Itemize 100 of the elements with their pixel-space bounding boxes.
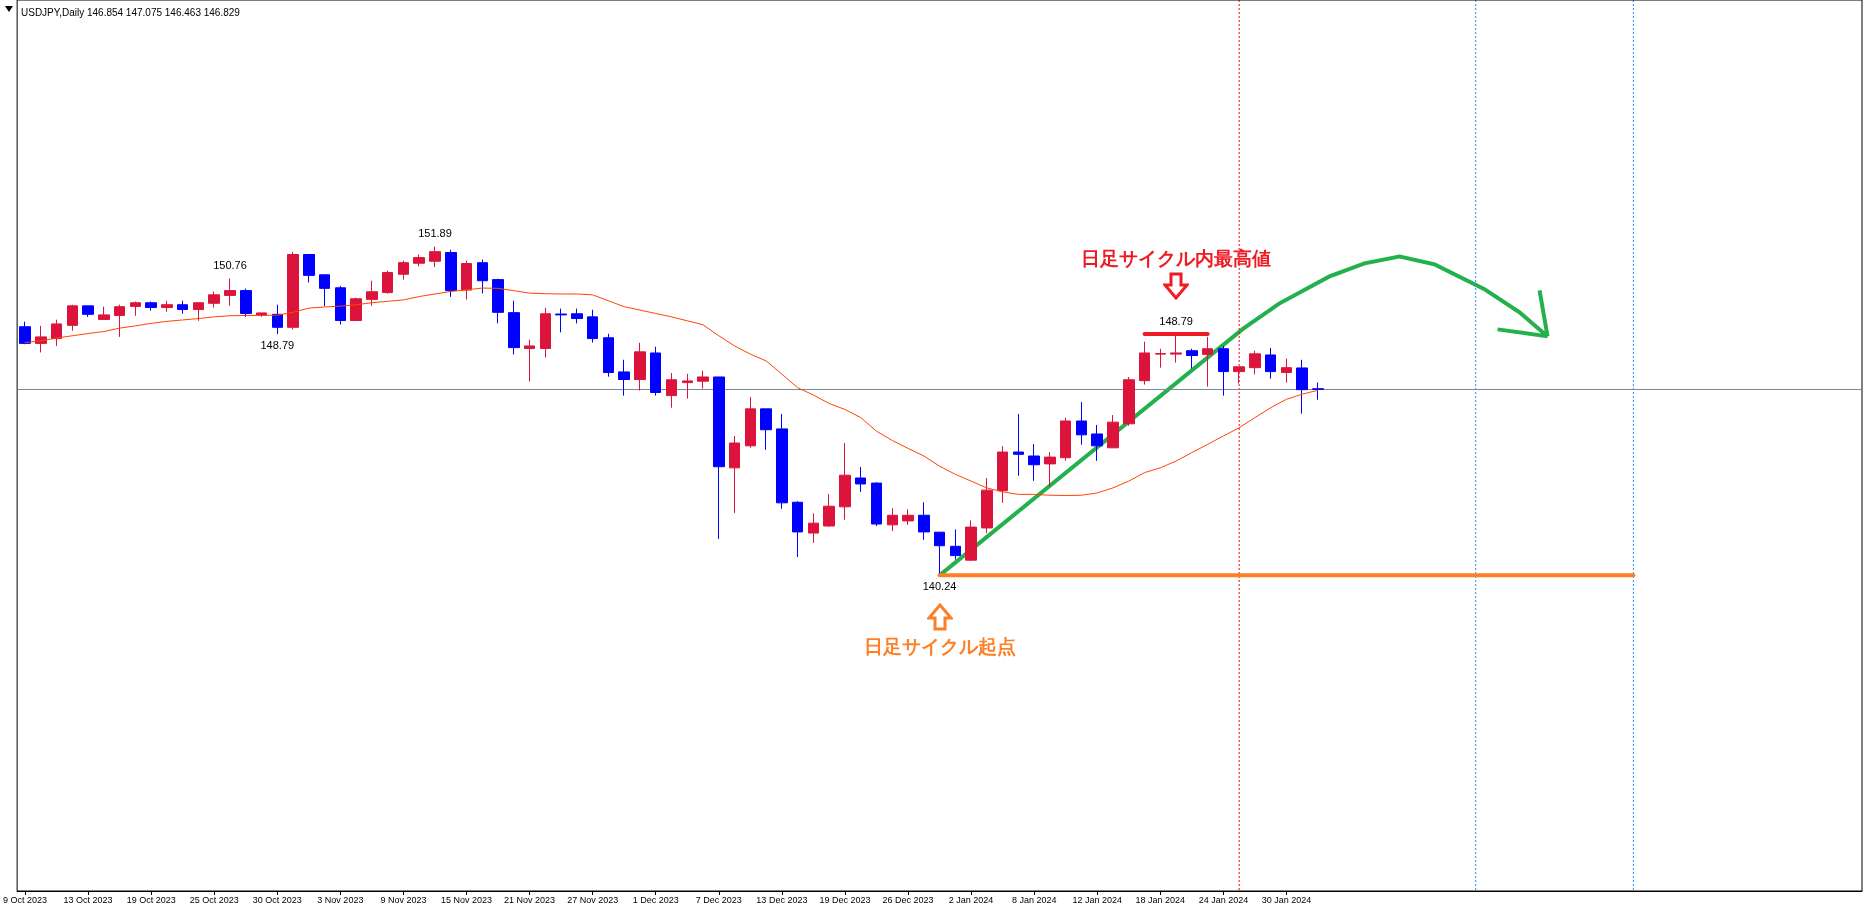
candlestick xyxy=(82,305,94,318)
candlestick xyxy=(1013,413,1024,477)
candlestick xyxy=(177,300,188,315)
candlestick xyxy=(67,304,78,332)
candlestick xyxy=(145,301,157,312)
candlestick xyxy=(981,477,993,534)
candlestick xyxy=(161,300,173,313)
candlestick xyxy=(1076,401,1087,446)
x-tick-label: 27 Nov 2023 xyxy=(567,894,619,905)
candlestick xyxy=(1123,376,1135,427)
candlestick xyxy=(650,346,661,397)
x-tick-label: 9 Oct 2023 xyxy=(3,894,48,905)
candlestick xyxy=(1170,333,1182,364)
candlestick xyxy=(603,333,614,378)
candlestick xyxy=(114,304,125,338)
candlestick xyxy=(1296,359,1308,415)
candlestick xyxy=(1249,350,1261,375)
candlestick xyxy=(477,259,488,294)
x-tick-label: 13 Oct 2023 xyxy=(63,894,113,905)
candlestick xyxy=(871,481,882,527)
candlestick xyxy=(524,339,535,382)
candlestick xyxy=(965,519,977,562)
candlestick xyxy=(1091,424,1103,462)
candlestick xyxy=(776,413,788,510)
x-tick-label: 9 Nov 2023 xyxy=(380,894,427,905)
candlestick xyxy=(366,280,378,307)
candlestick xyxy=(697,370,709,390)
candlestick xyxy=(808,512,819,544)
x-tick-label: 12 Jan 2024 xyxy=(1072,894,1123,905)
x-tick-label: 15 Nov 2023 xyxy=(441,894,493,905)
annotation: 150.76 xyxy=(213,258,247,271)
candlestick xyxy=(729,435,740,514)
chart-title: USDJPY,Daily 146.854 147.075 146.463 146.829 xyxy=(21,6,241,18)
candlestick xyxy=(855,466,866,493)
x-tick-label: 19 Dec 2023 xyxy=(819,894,871,905)
x-tick-label: 26 Dec 2023 xyxy=(882,894,934,905)
candlestick xyxy=(287,251,299,331)
x-tick-label: 8 Jan 2024 xyxy=(1011,894,1057,905)
candlestick xyxy=(1265,347,1276,380)
candlestick xyxy=(839,442,851,521)
x-tick-label: 30 Oct 2023 xyxy=(252,894,302,905)
x-tick-label: 24 Jan 2024 xyxy=(1198,894,1249,905)
candlestick xyxy=(997,445,1008,504)
candlestick xyxy=(1139,341,1150,386)
candlestick xyxy=(934,531,945,576)
candlestick xyxy=(950,528,961,561)
candlestick xyxy=(240,288,252,318)
candlestick xyxy=(492,278,504,324)
x-tick-label: 19 Oct 2023 xyxy=(126,894,176,905)
candlestick xyxy=(1155,348,1166,369)
candlestick xyxy=(1028,443,1040,482)
candlestick xyxy=(902,508,914,526)
x-tick-label: 7 Dec 2023 xyxy=(695,894,742,905)
candlestick xyxy=(1044,451,1056,488)
candlestick xyxy=(1202,336,1213,388)
candlestick xyxy=(319,274,330,307)
candlestick xyxy=(19,321,31,345)
candlestick xyxy=(98,306,110,321)
candlestick xyxy=(1281,358,1292,384)
candlestick xyxy=(618,359,630,397)
candlestick xyxy=(587,309,598,344)
candlestick xyxy=(429,246,441,268)
candlestick xyxy=(555,308,567,333)
candlestick xyxy=(1186,348,1198,369)
x-tick-label: 21 Nov 2023 xyxy=(504,894,556,905)
candlestick xyxy=(682,373,693,400)
annotation: 151.89 xyxy=(418,227,452,240)
candlestick xyxy=(382,270,393,295)
candlestick xyxy=(398,260,409,281)
x-tick-label: 13 Dec 2023 xyxy=(756,894,808,905)
candlestick xyxy=(1060,417,1071,462)
candlestick xyxy=(303,253,315,283)
annotation: 140.24 xyxy=(922,579,957,592)
candlestick xyxy=(413,253,425,267)
candlestick xyxy=(745,396,756,449)
candlestick xyxy=(51,319,62,347)
candlestick xyxy=(335,285,346,325)
candlestick xyxy=(193,302,204,322)
candlestick xyxy=(350,297,362,322)
candlestick xyxy=(887,507,898,532)
x-tick-label: 30 Jan 2024 xyxy=(1261,894,1312,905)
candlestick xyxy=(224,277,236,307)
x-tick-label: 25 Oct 2023 xyxy=(189,894,239,905)
candlestick xyxy=(1312,381,1324,401)
candlestick xyxy=(256,312,267,318)
candlestick xyxy=(823,493,835,528)
annotation: 148.79 xyxy=(1159,314,1193,327)
annotation: 148.79 xyxy=(260,338,295,351)
candlestick xyxy=(508,300,520,355)
candlestick xyxy=(272,304,283,335)
candlestick xyxy=(918,501,930,541)
candlestick xyxy=(713,376,725,540)
candlestick xyxy=(461,260,472,301)
candlestick xyxy=(208,290,220,309)
candlestick xyxy=(540,307,551,358)
candlestick xyxy=(571,308,583,324)
candlestick xyxy=(1233,366,1245,384)
candlestick xyxy=(760,408,772,451)
candlestick xyxy=(130,301,141,317)
candlestick xyxy=(1107,414,1119,449)
